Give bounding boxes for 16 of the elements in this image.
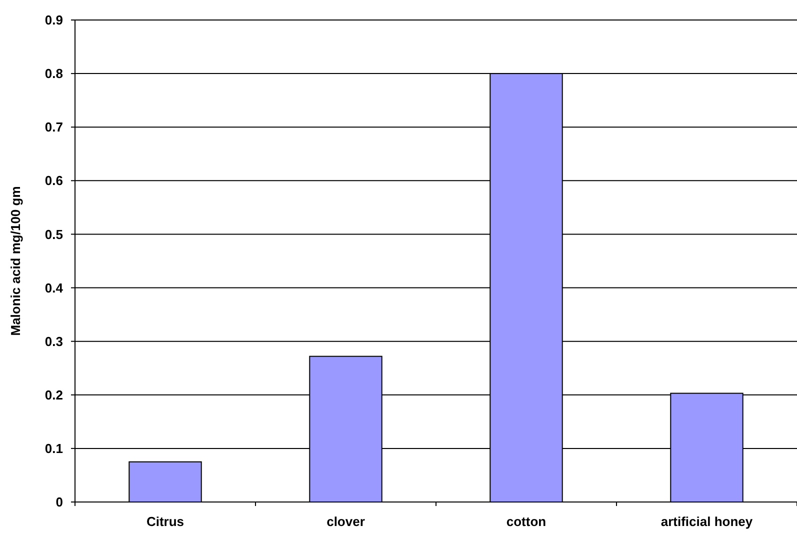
y-tick-label: 0.5 [44, 226, 63, 242]
y-tick-label: 0.6 [44, 173, 63, 188]
y-tick-label: 0 [56, 494, 63, 510]
x-tick-label: clover [326, 514, 365, 529]
y-axis-title: Malonic acid mg/100 gm [8, 186, 23, 336]
x-tick-label: cotton [506, 514, 546, 529]
y-tick-label: 0.4 [44, 280, 64, 296]
y-tick-label: 0.1 [44, 440, 63, 456]
y-tick-label: 0.8 [44, 66, 63, 82]
y-tick-label: 0.3 [44, 334, 63, 349]
x-tick-label: Citrus [146, 514, 184, 529]
x-tick-label: artificial honey [660, 514, 754, 529]
bar [128, 461, 202, 502]
y-tick-label: 0.2 [44, 387, 63, 402]
y-tick-label: 0.9 [44, 12, 63, 28]
y-tick-label: 0.7 [44, 120, 63, 135]
